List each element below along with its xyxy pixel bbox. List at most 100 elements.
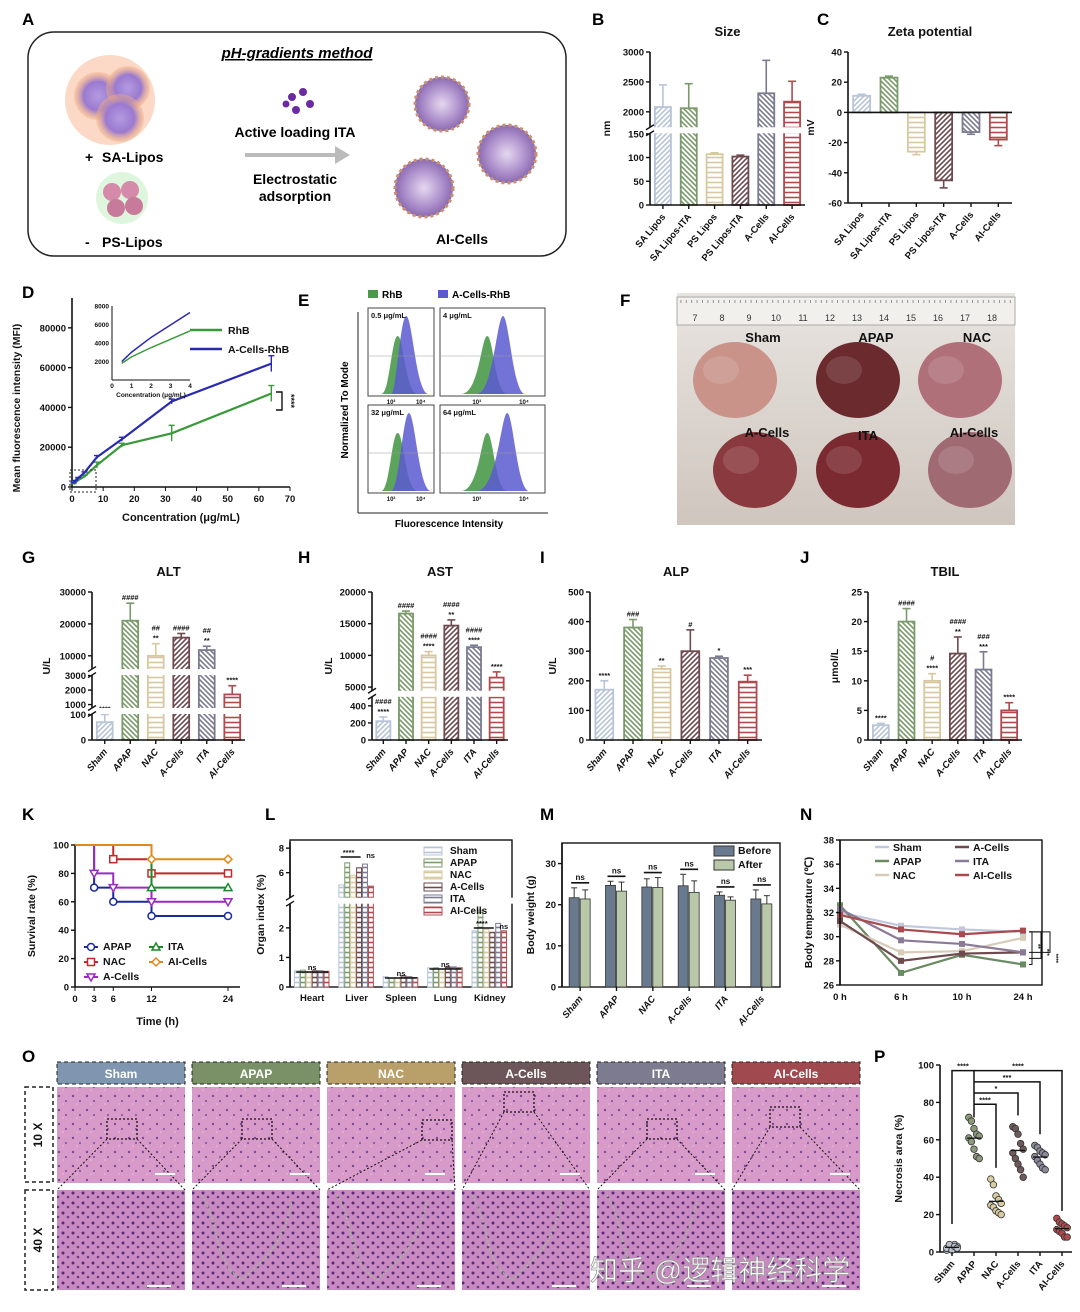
data-point <box>997 1210 1005 1219</box>
y-tick-label: 15 <box>851 647 862 658</box>
legend-label: A-Cells-RhB <box>228 344 290 356</box>
bar <box>400 975 407 988</box>
y-tick-label: 40 <box>58 926 69 937</box>
series-line <box>839 907 1024 954</box>
significance-label: #### <box>949 617 967 626</box>
y-tick-label: 50 <box>633 177 644 188</box>
bar <box>433 967 439 988</box>
group-label: ITA <box>858 428 879 443</box>
x-tick-label: A-Cells <box>666 747 696 780</box>
y-tick-label: 150 <box>628 129 644 140</box>
significance-label: **** <box>926 664 938 673</box>
x-tick-label: 10³ <box>472 496 481 503</box>
marker <box>898 926 904 933</box>
significance-label: **** <box>1003 693 1015 702</box>
significance-bracket <box>1029 931 1033 965</box>
step-adsorption: adsorption <box>259 188 331 204</box>
significance-label: #### <box>375 697 393 706</box>
series-line <box>72 392 272 485</box>
necrosis-outline <box>336 1194 428 1281</box>
schematic-panel: pH-gradients method + SA-Lipos - PS-Lipo… <box>27 31 567 257</box>
panel-letter-o: O <box>22 1047 35 1066</box>
y-tick-label: 26 <box>823 981 834 992</box>
x-tick-label: ITA <box>971 747 989 765</box>
bar <box>299 969 306 988</box>
series-line <box>839 923 1024 954</box>
significance-bracket <box>1029 931 1051 953</box>
data-point <box>953 1244 961 1252</box>
marker <box>222 882 234 892</box>
bar <box>350 874 357 988</box>
x-tick-label: Sham <box>585 746 610 773</box>
chart-title: TBIL <box>931 564 960 579</box>
significance-label: *** <box>979 642 988 651</box>
x-tick-label: 10 <box>98 494 109 505</box>
y-tick-label: 400 <box>568 617 584 628</box>
liver-highlight <box>928 356 964 384</box>
y-tick-label: 200 <box>568 676 584 687</box>
significance-label: *** <box>743 665 752 674</box>
legend-rhb: RhB <box>382 290 403 301</box>
x-tick-label: 3 <box>91 994 96 1005</box>
legend-acells-rhb: A-Cells-RhB <box>452 290 510 301</box>
y-tick-label: 400 <box>350 701 366 712</box>
bar <box>501 930 508 988</box>
bar <box>356 867 363 988</box>
bar <box>382 976 389 988</box>
sa-lipos-label: SA-Lipos <box>102 149 164 165</box>
y-tick-label: 40000 <box>40 403 66 414</box>
significance-label: ns <box>721 877 731 886</box>
magnification-label: 10 X <box>31 1123 45 1148</box>
data-point <box>989 1180 998 1189</box>
significance-label: ns <box>499 922 508 931</box>
series-line <box>839 911 1024 933</box>
bar <box>871 724 890 741</box>
y-tick-label: 20 <box>851 617 862 628</box>
group-header-label: NAC <box>378 1067 404 1081</box>
marker <box>85 973 97 983</box>
panel-letter-n: N <box>800 805 812 824</box>
y-tick-label: 32 <box>823 908 834 919</box>
bar <box>679 107 698 206</box>
schematic-title: pH-gradients method <box>221 45 374 62</box>
data-point <box>1016 1166 1025 1174</box>
x-tick-label: 10⁴ <box>519 400 529 406</box>
data-point <box>1063 1233 1071 1241</box>
x-tick-label: AI-Cells <box>972 210 1003 244</box>
marker <box>146 898 157 908</box>
group-label: AI-Cells <box>950 425 998 440</box>
x-tick-label: Kidney <box>474 993 506 1004</box>
y-tick-label: 500 <box>568 588 584 599</box>
y-tick-label: 2000 <box>65 686 86 697</box>
y-tick-label: 100 <box>568 706 584 717</box>
y-tick-label: 0 <box>837 108 842 119</box>
legend-label: A-Cells <box>103 971 139 983</box>
bar <box>948 652 967 741</box>
y-tick-label: 0 <box>361 736 366 747</box>
marker <box>223 911 233 921</box>
y-tick-label: 0 <box>857 736 862 747</box>
bar <box>420 654 437 741</box>
ruler-number: 14 <box>879 313 889 323</box>
significance-label: **** <box>598 671 610 680</box>
significance-label: **** <box>875 713 887 722</box>
bar <box>95 721 114 741</box>
x-tick-label: NAC <box>636 994 658 1017</box>
y-tick-label: 0 <box>279 983 284 994</box>
y-tick-label: 60 <box>923 1135 934 1146</box>
marker <box>86 957 96 967</box>
group-header <box>461 1061 591 1085</box>
x-tick-label: 0 <box>69 494 74 505</box>
data-point <box>1019 1145 1027 1153</box>
x-tick-label: Sham <box>364 746 389 773</box>
marker <box>222 898 234 908</box>
bar <box>616 890 627 988</box>
legend-label: ITA <box>450 894 465 905</box>
ruler-number: 15 <box>906 313 916 323</box>
panel-letter-g: G <box>22 548 35 567</box>
bar <box>714 894 725 988</box>
y-tick-label: 28 <box>823 956 834 967</box>
panel-letter-h: H <box>298 548 310 567</box>
